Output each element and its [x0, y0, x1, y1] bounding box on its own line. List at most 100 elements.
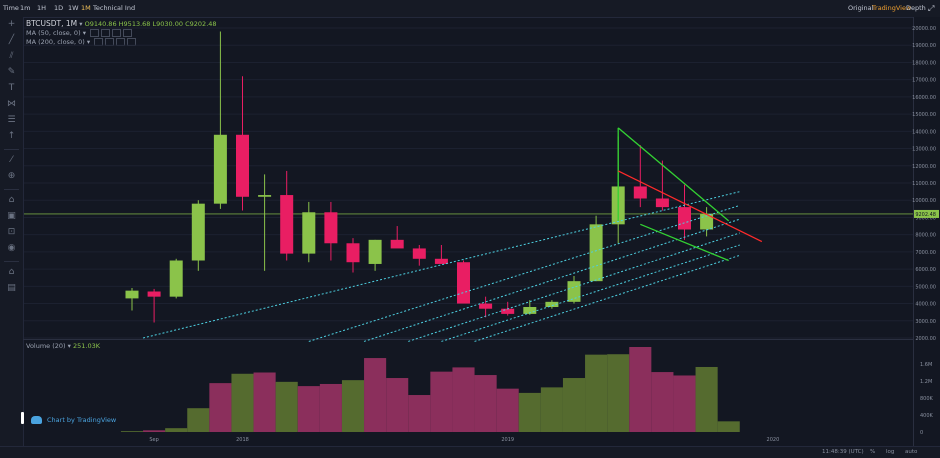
time-tick-label: 2020 [767, 437, 780, 443]
pattern-icon[interactable]: ⋈ [7, 99, 16, 109]
candle-body [700, 214, 714, 230]
resistance-line [617, 170, 763, 243]
view-depth-tab[interactable]: Depth [906, 4, 926, 12]
close-icon[interactable] [116, 38, 126, 46]
crosshair-icon[interactable]: + [7, 19, 16, 29]
candle-body [213, 134, 227, 204]
auto-toggle[interactable]: auto [905, 449, 918, 455]
technical-indicators-button[interactable]: Technical Ind [93, 4, 136, 12]
candle-body [678, 207, 691, 230]
candle-body [611, 186, 625, 225]
gear-icon[interactable] [105, 38, 115, 46]
volume-bar [717, 421, 740, 432]
ma-50-legend[interactable]: MA (50, close, 0) ▾ [26, 29, 133, 37]
volume-bar [386, 378, 409, 432]
gear-icon[interactable] [101, 29, 111, 37]
channel-line [474, 254, 740, 342]
chevron-down-icon[interactable]: ▾ [82, 29, 86, 37]
eye-icon[interactable] [94, 38, 104, 46]
candle-body [169, 260, 183, 297]
eye-icon[interactable] [90, 29, 100, 37]
interval-1h[interactable]: 1H [37, 4, 47, 12]
utc-time[interactable]: 11:48:39 (UTC) [822, 449, 864, 455]
volume-bar [319, 383, 342, 432]
candle-body [479, 303, 493, 309]
candle-body [280, 195, 294, 254]
stay-drawing-icon[interactable]: ⊡ [7, 227, 16, 237]
volume-bar [165, 428, 188, 432]
interval-1w[interactable]: 1W [68, 4, 79, 12]
symbol-legend: BTCUSDT, 1M ▾ O9140.86 H9513.68 L9030.00… [26, 19, 217, 28]
candle-body [390, 239, 404, 249]
candle-body [346, 243, 360, 263]
arrow-up-icon[interactable]: ↑ [7, 131, 16, 141]
volume-bar [231, 373, 254, 432]
magnet-icon[interactable]: ⌂ [8, 195, 15, 205]
pane-divider[interactable] [23, 339, 913, 340]
volume-bar [364, 358, 387, 432]
fullscreen-icon[interactable]: ⤢ [928, 4, 935, 13]
chevron-down-icon[interactable]: ▾ [86, 38, 91, 46]
candle-body [434, 258, 448, 264]
volume-bar [341, 380, 365, 432]
volume-legend[interactable]: Volume (20) ▾ 251.03K [26, 342, 100, 350]
show-objects-icon[interactable]: ⌂ [8, 267, 15, 277]
volume-bar [695, 366, 718, 432]
top-bar: Time 1m 1H 1D 1W 1M Technical Ind Origin… [0, 0, 940, 18]
zoom-icon[interactable]: ⊕ [7, 171, 16, 181]
more-icon[interactable] [123, 29, 133, 37]
interval-1mo[interactable]: 1M [81, 4, 91, 12]
scroll-marker[interactable] [21, 412, 24, 424]
volume-bar [673, 375, 696, 432]
tradingview-cloud-icon [31, 416, 42, 424]
time-tick-label: Sep [149, 437, 158, 443]
channel-line [363, 218, 740, 342]
volume-bar [562, 378, 586, 432]
candle-body [125, 290, 139, 299]
view-original-tab[interactable]: Original [848, 4, 874, 12]
channel-line [441, 244, 740, 342]
symbol-name[interactable]: BTCUSDT, 1M [26, 19, 78, 28]
trash-icon[interactable]: ▤ [7, 283, 16, 293]
log-toggle[interactable]: log [886, 449, 895, 455]
eye-icon[interactable]: ◉ [7, 243, 16, 253]
interval-1d[interactable]: 1D [54, 4, 64, 12]
volume-bar [297, 386, 320, 432]
ma-200-legend[interactable]: MA (200, close, 0) ▾ [26, 38, 137, 46]
volume-bar [430, 371, 453, 432]
view-tradingview-tab[interactable]: TradingView [872, 4, 912, 12]
candle-body [655, 198, 669, 208]
candle-body [412, 248, 426, 259]
trend-line-icon[interactable]: ╱ [8, 35, 15, 45]
channel-line [308, 204, 740, 342]
volume-bar [187, 408, 210, 432]
candle-body [191, 203, 205, 261]
volume-value: 251.03K [73, 342, 101, 350]
lock-icon[interactable]: ▣ [7, 211, 16, 221]
chevron-down-icon[interactable]: ▾ [79, 20, 83, 28]
volume-bar [540, 387, 563, 432]
channel-line [142, 191, 740, 339]
candle-body [567, 281, 581, 302]
percent-toggle[interactable]: % [870, 449, 876, 455]
ruler-icon[interactable]: ⁄ [10, 155, 13, 165]
candle-body [236, 134, 249, 197]
volume-label: Volume (20) [26, 342, 66, 350]
close-icon[interactable] [112, 29, 122, 37]
volume-bar [408, 395, 431, 432]
volume-bar [253, 372, 276, 432]
parallel-lines-icon[interactable]: ⫽ [9, 51, 14, 61]
more-icon[interactable] [127, 38, 137, 46]
ohlc-low: L9030.00 [152, 20, 184, 28]
ohlc-high: H9513.68 [118, 20, 151, 28]
volume-bar [651, 372, 674, 432]
interval-1m[interactable]: 1m [20, 4, 31, 12]
ohlc-close: C9202.48 [185, 20, 217, 28]
text-tool-icon[interactable]: T [8, 83, 15, 93]
fib-retracement-icon[interactable]: ☰ [7, 115, 16, 125]
chevron-down-icon[interactable]: ▾ [67, 342, 71, 350]
tradingview-branding[interactable]: Chart by TradingView [31, 416, 116, 424]
price-scale[interactable] [913, 17, 940, 447]
brush-icon[interactable]: ✎ [7, 67, 16, 77]
